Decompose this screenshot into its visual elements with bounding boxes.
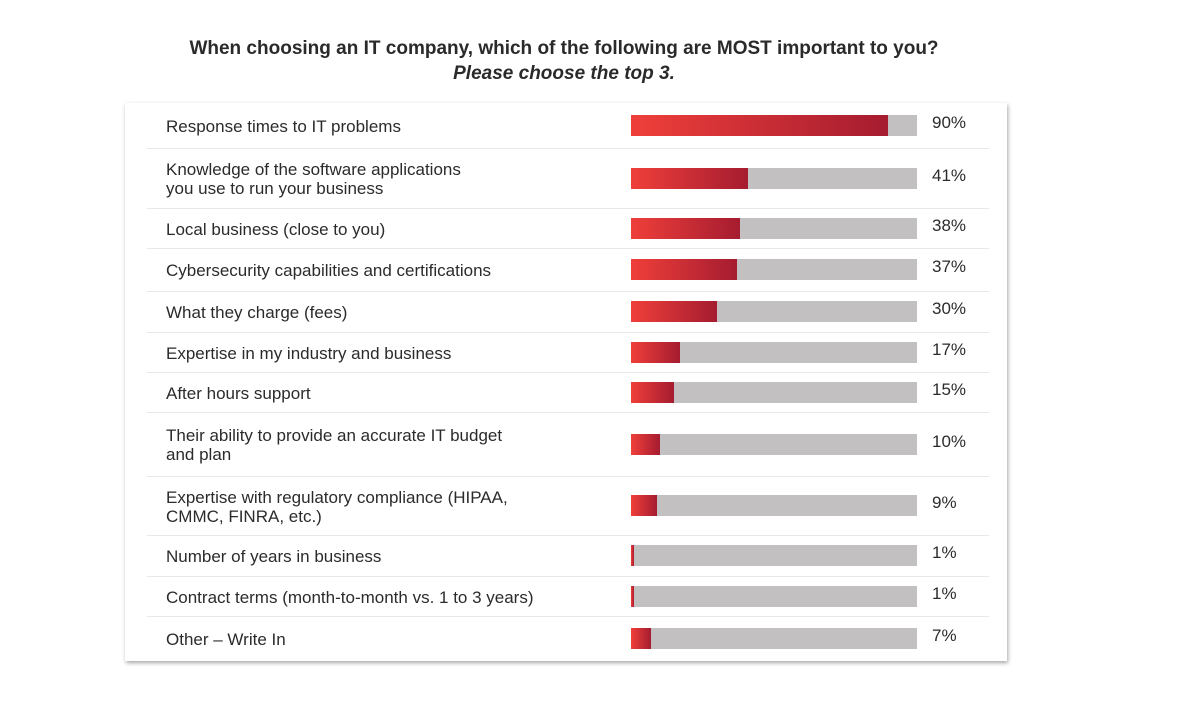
category-label-line: Knowledge of the software applications (166, 160, 461, 179)
bar-track (631, 495, 917, 516)
bar (631, 342, 680, 363)
value-label: 7% (932, 626, 957, 645)
bar-track (631, 342, 917, 363)
value-label: 30% (932, 299, 967, 318)
value-label: 41% (932, 166, 967, 185)
title-emphasis: MOST (716, 38, 772, 59)
bar-row: Cybersecurity capabilities and certifica… (147, 248, 989, 292)
category-label: What they charge (fees) (166, 303, 347, 322)
category-label: Local business (close to you) (166, 220, 385, 239)
bar-track (631, 301, 917, 322)
bar-row: Expertise in my industry and business 17% (147, 332, 989, 373)
bar (631, 382, 674, 403)
category-label: Response times to IT problems (166, 117, 401, 136)
category-label-line: CMMC, FINRA, etc.) (166, 507, 322, 526)
category-label-line: After hours support (166, 384, 311, 403)
bar-row: After hours support 15% (147, 372, 989, 413)
category-label-line: Their ability to provide an accurate IT … (166, 426, 503, 445)
category-label-line: you use to run your business (166, 179, 384, 198)
category-label: Cybersecurity capabilities and certifica… (166, 261, 491, 280)
bar-row: What they charge (fees) 30% (147, 291, 989, 333)
category-label-line: Number of years in business (166, 547, 382, 566)
value-label: 37% (932, 257, 967, 276)
bar-track (631, 382, 917, 403)
category-label: Number of years in business (166, 547, 381, 566)
bar-track (631, 259, 917, 280)
category-label: Their ability to provide an accurate IT … (166, 426, 502, 464)
bar-row: Local business (close to you) 38% (147, 208, 989, 249)
bar-row: Expertise with regulatory compliance (HI… (147, 476, 989, 536)
category-label: After hours support (166, 384, 311, 403)
category-label: Expertise in my industry and business (166, 344, 451, 363)
category-label: Knowledge of the software applications yo… (166, 160, 461, 198)
value-label: 17% (932, 340, 967, 359)
bar (631, 301, 717, 322)
bar-row: Response times to IT problems 90% (147, 103, 989, 149)
title-text: When choosing an IT company, which of th… (189, 38, 717, 59)
value-label: 9% (932, 493, 957, 512)
chart-subtitle: Please choose the top 3. (453, 63, 675, 84)
chart-title: When choosing an IT company, which of th… (0, 36, 1128, 86)
category-label-line: Local business (close to you) (166, 220, 386, 239)
bar (631, 218, 740, 239)
bar (631, 628, 651, 649)
category-label: Other – Write In (166, 630, 286, 649)
value-label: 38% (932, 216, 967, 235)
category-label-line: Contract terms (month-to-month vs. 1 to … (166, 588, 534, 607)
bar (631, 545, 634, 566)
category-label-line: and plan (166, 445, 232, 464)
value-label: 10% (932, 432, 967, 451)
bar-track (631, 434, 917, 455)
value-label: 15% (932, 380, 967, 399)
category-label-line: Expertise in my industry and business (166, 344, 452, 363)
bar-track (631, 545, 917, 566)
bar-row: Number of years in business 1% (147, 535, 989, 577)
bar-row: Knowledge of the software applications yo… (147, 148, 989, 209)
bar-row: Other – Write In 7% (147, 616, 989, 661)
chart-question: When choosing an IT company, which of th… (0, 36, 1128, 61)
bar-row: Their ability to provide an accurate IT … (147, 412, 989, 477)
category-label-line: Expertise with regulatory compliance (HI… (166, 488, 508, 507)
bar-track (631, 218, 917, 239)
title-text-end: important to you? (771, 38, 939, 59)
chart-card: Response times to IT problems 90% Knowledg… (125, 103, 1007, 661)
bar-track (631, 586, 917, 607)
category-label: Expertise with regulatory compliance (HI… (166, 488, 508, 526)
value-label: 90% (932, 113, 967, 132)
value-label: 1% (932, 543, 957, 562)
category-label-line: Other – Write In (166, 630, 286, 649)
bar (631, 434, 660, 455)
bar (631, 259, 737, 280)
bar (631, 586, 634, 607)
bar-track (631, 168, 917, 189)
bar-row: Contract terms (month-to-month vs. 1 to … (147, 576, 989, 617)
bar (631, 495, 657, 516)
bar (631, 115, 888, 136)
category-label-line: What they charge (fees) (166, 303, 348, 322)
bar-track (631, 628, 917, 649)
category-label: Contract terms (month-to-month vs. 1 to … (166, 588, 534, 607)
bar-track (631, 115, 917, 136)
category-label-line: Cybersecurity capabilities and certifica… (166, 261, 492, 280)
value-label: 1% (932, 584, 957, 603)
bar (631, 168, 748, 189)
category-label-line: Response times to IT problems (166, 117, 401, 136)
